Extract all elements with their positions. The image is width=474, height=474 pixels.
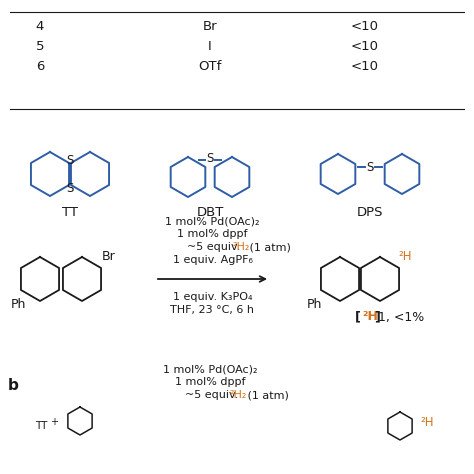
Text: TT: TT <box>62 206 78 219</box>
Text: DPS: DPS <box>357 206 383 219</box>
Text: I: I <box>208 39 212 53</box>
Text: +: + <box>50 417 58 427</box>
Text: THF, 23 °C, 6 h: THF, 23 °C, 6 h <box>171 305 255 315</box>
Text: 6: 6 <box>36 60 44 73</box>
Text: S: S <box>66 154 73 166</box>
Text: 1 mol% dppf: 1 mol% dppf <box>177 229 248 239</box>
Text: b: b <box>8 379 19 393</box>
Text: DBT: DBT <box>196 206 224 219</box>
Text: S: S <box>206 152 214 164</box>
Text: ~5 equiv.: ~5 equiv. <box>188 242 245 252</box>
Text: Br: Br <box>102 250 116 264</box>
Text: ²H₂: ²H₂ <box>233 242 250 252</box>
Text: 1 equiv. K₃PO₄: 1 equiv. K₃PO₄ <box>173 292 252 302</box>
Text: ²H: ²H <box>420 416 434 428</box>
Text: 1 equiv. AgPF₆: 1 equiv. AgPF₆ <box>173 255 253 265</box>
Text: ²H₂: ²H₂ <box>230 390 247 400</box>
Text: 5: 5 <box>36 39 44 53</box>
Text: 1 mol% dppf: 1 mol% dppf <box>175 377 245 387</box>
Text: 1 mol% Pd(OAc)₂: 1 mol% Pd(OAc)₂ <box>165 216 260 226</box>
Text: 1 mol% Pd(OAc)₂: 1 mol% Pd(OAc)₂ <box>163 364 257 374</box>
Text: Ph: Ph <box>10 299 26 311</box>
Text: ²H: ²H <box>362 310 378 323</box>
Text: Ph: Ph <box>306 299 322 311</box>
Text: ]: ] <box>374 310 380 323</box>
Text: S: S <box>366 161 374 173</box>
Text: (1 atm): (1 atm) <box>246 242 292 252</box>
Text: [: [ <box>355 310 361 323</box>
Text: <10: <10 <box>351 19 379 33</box>
Text: <10: <10 <box>351 39 379 53</box>
Text: ~5 equiv.: ~5 equiv. <box>185 390 242 400</box>
Text: <10: <10 <box>351 60 379 73</box>
Text: ~5 equiv.  (1 atm): ~5 equiv. (1 atm) <box>162 242 264 252</box>
Text: ²H: ²H <box>398 250 411 264</box>
Text: 1, <1%: 1, <1% <box>378 310 424 323</box>
Text: OTf: OTf <box>198 60 222 73</box>
Text: ~5 equiv. ²H₂ (1 atm): ~5 equiv. ²H₂ (1 atm) <box>153 242 272 252</box>
Text: 4: 4 <box>36 19 44 33</box>
Text: (1 atm): (1 atm) <box>244 390 289 400</box>
Text: TT: TT <box>35 421 47 431</box>
Text: S: S <box>66 182 73 194</box>
Text: Br: Br <box>203 19 217 33</box>
